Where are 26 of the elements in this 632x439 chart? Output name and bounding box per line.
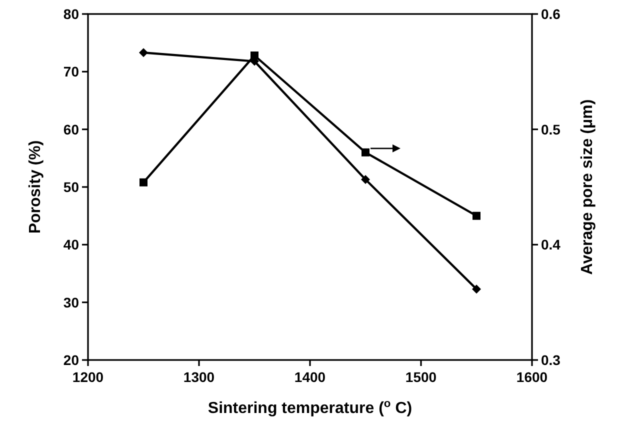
y2-tick-label: 0.4 — [541, 236, 561, 253]
x-tick-label: 1600 — [516, 369, 548, 385]
y-tick-label: 50 — [63, 179, 80, 195]
y-axis-title: Porosity (%) — [27, 140, 44, 234]
y2-tick-label: 0.6 — [541, 6, 561, 22]
y-tick-label: 70 — [63, 64, 80, 80]
y-tick-label: 20 — [63, 352, 80, 368]
point — [139, 48, 148, 58]
y2-tick-label: 0.5 — [541, 121, 561, 138]
x-tick-label: 1300 — [183, 369, 215, 385]
point — [472, 284, 481, 294]
y-tick-label: 30 — [63, 294, 80, 310]
x-axis-title: Sintering temperature ($^{o}$ C) — [208, 398, 412, 417]
x-tick-label: 1200 — [72, 369, 104, 385]
x-tick-label: 1400 — [294, 369, 326, 385]
y-tick-label: 80 — [63, 6, 80, 22]
x-tick-label: 1500 — [405, 369, 437, 385]
point — [472, 212, 480, 220]
y-tick-label: 40 — [63, 236, 80, 253]
point — [361, 175, 370, 184]
y-tick-label: 60 — [63, 121, 80, 138]
point — [140, 178, 148, 186]
y2-axis-title: Average pore size (μm) — [579, 99, 596, 275]
y2-tick-label: 0.3 — [541, 352, 561, 368]
point — [362, 148, 370, 156]
point — [250, 52, 258, 60]
